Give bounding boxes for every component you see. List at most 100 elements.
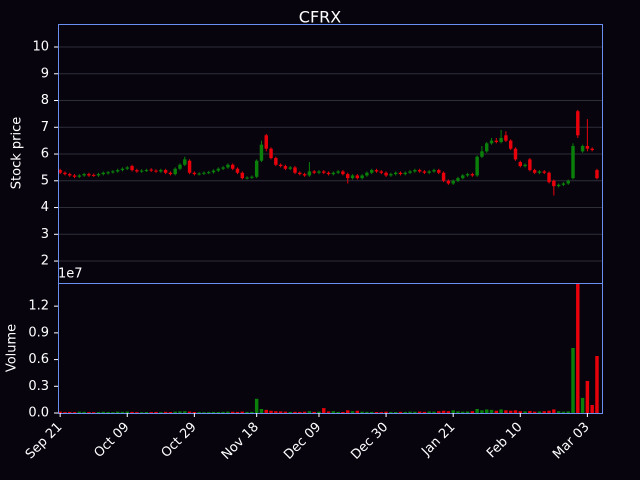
candle-body bbox=[508, 140, 513, 149]
volume-bar bbox=[480, 410, 484, 413]
candle-body bbox=[250, 176, 254, 178]
candle-body bbox=[566, 180, 570, 184]
volume-bar bbox=[566, 411, 570, 413]
candle-body bbox=[389, 174, 393, 176]
volume-bar bbox=[441, 410, 446, 413]
candle-body bbox=[374, 170, 379, 172]
candle-body bbox=[346, 174, 350, 179]
volume-bar bbox=[72, 412, 77, 413]
candle-body bbox=[322, 171, 326, 173]
volume-tick-label: 0.6 bbox=[28, 352, 49, 367]
volume-bar bbox=[528, 411, 532, 413]
volume-bar bbox=[250, 411, 254, 413]
volume-bar bbox=[211, 411, 216, 413]
candle-body bbox=[283, 166, 288, 169]
y-tick-label: 3 bbox=[41, 227, 49, 242]
candle-body bbox=[187, 160, 192, 173]
volume-bar bbox=[326, 411, 331, 413]
volume-bar bbox=[461, 411, 465, 413]
y-tick-label: 6 bbox=[41, 147, 49, 162]
volume-bar bbox=[302, 411, 307, 413]
candle-body bbox=[168, 172, 173, 175]
candle-body bbox=[336, 171, 340, 173]
candle-body bbox=[173, 168, 177, 175]
volume-bar bbox=[489, 409, 494, 413]
volume-bar bbox=[504, 410, 508, 413]
volume-bar bbox=[552, 409, 556, 413]
candle-body bbox=[571, 146, 575, 179]
candle-body bbox=[235, 168, 240, 173]
volume-bar bbox=[274, 411, 278, 413]
volume-bar bbox=[518, 411, 523, 413]
volume-bar bbox=[144, 412, 149, 413]
volume-bar bbox=[230, 411, 235, 413]
candle-body bbox=[269, 148, 273, 159]
candle-body bbox=[91, 174, 96, 176]
volume-bar bbox=[259, 408, 264, 413]
candle-body bbox=[178, 164, 182, 169]
candle-body bbox=[192, 172, 197, 175]
volume-bar bbox=[154, 411, 158, 413]
candle-body bbox=[552, 180, 556, 187]
candle-body bbox=[542, 171, 546, 173]
volume-bar bbox=[187, 411, 192, 413]
candle-body bbox=[120, 168, 125, 171]
candle-body bbox=[537, 171, 542, 173]
candle-body bbox=[494, 140, 499, 142]
candle-body bbox=[149, 169, 153, 171]
candle-body bbox=[585, 146, 590, 149]
candle-body bbox=[489, 140, 494, 144]
candle-body bbox=[197, 173, 201, 175]
volume-bar bbox=[365, 411, 369, 413]
volume-bar bbox=[523, 411, 527, 413]
candle-body bbox=[456, 178, 460, 181]
volume-bar bbox=[393, 412, 398, 413]
candle-body bbox=[504, 135, 508, 141]
y-tick-label: 7 bbox=[41, 120, 49, 135]
volume-bar bbox=[82, 411, 86, 413]
candle-body bbox=[139, 170, 144, 172]
candle-body bbox=[274, 158, 278, 165]
volume-bar bbox=[571, 348, 575, 413]
volume-bar bbox=[379, 412, 384, 413]
candle-body bbox=[317, 171, 321, 173]
volume-bar bbox=[178, 411, 182, 413]
candle-body bbox=[216, 168, 221, 171]
candle-body bbox=[561, 183, 566, 185]
volume-bar bbox=[336, 411, 340, 413]
candle-body bbox=[240, 172, 245, 179]
volume-bar bbox=[398, 411, 403, 413]
candle-body bbox=[451, 180, 455, 184]
candle-body bbox=[183, 159, 187, 165]
candle-body bbox=[523, 164, 527, 167]
candle-body bbox=[475, 156, 479, 176]
candle-body bbox=[461, 175, 465, 179]
candle-body bbox=[432, 170, 436, 172]
volume-bar bbox=[475, 408, 479, 413]
volume-bar bbox=[585, 380, 590, 413]
candle-body bbox=[355, 175, 360, 179]
volume-bar bbox=[120, 411, 125, 413]
candle-body bbox=[480, 151, 484, 157]
candle-body bbox=[556, 184, 561, 187]
volume-bar bbox=[374, 412, 379, 413]
candle-body bbox=[68, 174, 72, 176]
volume-bar bbox=[413, 411, 417, 413]
volume-bar bbox=[312, 411, 316, 413]
candle-body bbox=[144, 170, 149, 172]
candle-body bbox=[427, 171, 431, 173]
candle-body bbox=[590, 148, 594, 151]
candle-body bbox=[413, 170, 417, 172]
candle-body bbox=[326, 172, 331, 175]
candle-body bbox=[115, 170, 120, 172]
candle-body bbox=[259, 144, 264, 161]
volume-bar bbox=[595, 356, 599, 413]
volume-bar bbox=[322, 408, 326, 413]
candle-body bbox=[58, 170, 62, 173]
volume-bar bbox=[547, 410, 551, 413]
volume-bar bbox=[437, 411, 441, 413]
volume-bar bbox=[369, 411, 374, 413]
volume-bar bbox=[106, 411, 110, 413]
volume-tick-label: 0.3 bbox=[28, 379, 49, 394]
